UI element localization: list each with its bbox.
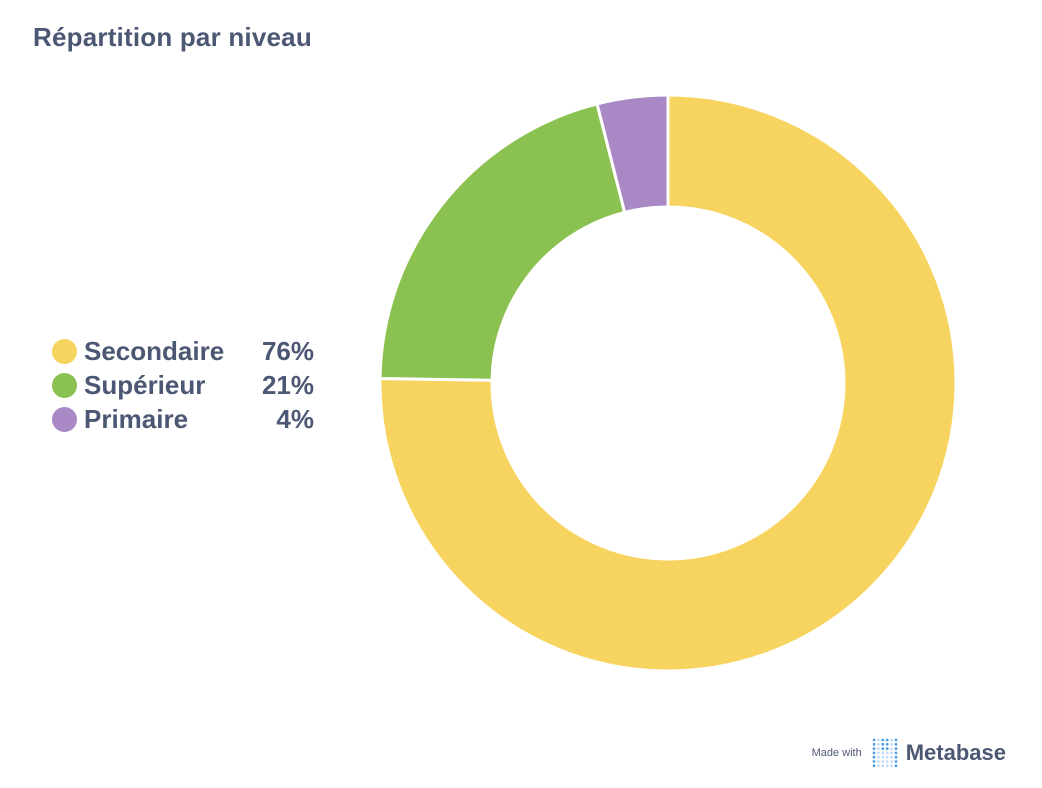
logo-dot [885, 764, 889, 768]
logo-dot [881, 751, 884, 755]
legend-item[interactable]: Secondaire 76% [52, 334, 314, 368]
logo-dot [872, 751, 876, 755]
logo-dot [876, 751, 880, 755]
logo-dot [889, 747, 893, 750]
chart-title: Répartition par niveau [33, 22, 312, 52]
logo-dot [885, 738, 889, 742]
logo-dot [872, 755, 876, 759]
logo-dot [881, 755, 884, 759]
logo-dot [889, 751, 893, 755]
logo-dot [885, 751, 889, 755]
logo-dot [876, 755, 880, 759]
logo-dot [894, 742, 898, 746]
logo-dot [885, 760, 889, 763]
logo-dot [872, 742, 876, 746]
legend-value: 4% [276, 403, 314, 434]
logo-dot [885, 747, 889, 750]
legend-label: Supérieur [84, 369, 206, 400]
logo-dot [881, 764, 884, 768]
logo-dot [889, 764, 893, 768]
logo-dot [876, 742, 880, 746]
brand-name[interactable]: Metabase [905, 740, 1006, 765]
logo-dot [894, 751, 898, 755]
logo-dot [881, 747, 884, 750]
logo-dot [881, 760, 884, 763]
slice-supérieur[interactable] [378, 102, 627, 382]
logo-dot [881, 742, 884, 746]
legend-swatch [52, 372, 77, 398]
legend-value: 21% [261, 369, 314, 400]
logo-dot [881, 738, 884, 742]
logo-dot [889, 742, 893, 746]
logo-dot [894, 760, 898, 763]
legend-swatch [52, 338, 77, 364]
logo-dot [885, 742, 889, 746]
metabase-logo-icon[interactable] [872, 738, 898, 768]
logo-dot [894, 747, 898, 750]
logo-dot [885, 755, 889, 759]
legend-label: Primaire [84, 403, 189, 434]
legend-item[interactable]: Supérieur 21% [52, 368, 314, 402]
logo-dot [876, 760, 880, 763]
logo-dot [876, 738, 880, 742]
logo-dot [876, 764, 880, 768]
legend-label: Secondaire [84, 335, 225, 366]
legend: Secondaire 76% Supérieur 21% Primaire 4% [52, 334, 314, 436]
made-with-label: Made with [811, 747, 862, 759]
logo-dot [876, 747, 880, 750]
logo-dot [889, 738, 893, 742]
logo-dot [872, 764, 876, 768]
logo-dot [889, 760, 893, 763]
logo-dot [894, 764, 898, 768]
footer: Made with Metabase [812, 738, 1006, 768]
logo-dot [889, 755, 893, 759]
logo-dot [872, 747, 876, 750]
slice-primaire[interactable] [595, 93, 670, 215]
legend-item[interactable]: Primaire 4% [52, 402, 314, 436]
logo-dot [894, 738, 898, 742]
slice-secondaire[interactable] [378, 93, 958, 673]
legend-swatch [52, 406, 77, 432]
logo-dot [872, 760, 876, 763]
logo-dot [872, 738, 876, 742]
legend-value: 76% [261, 335, 314, 366]
logo-dot [894, 755, 898, 759]
